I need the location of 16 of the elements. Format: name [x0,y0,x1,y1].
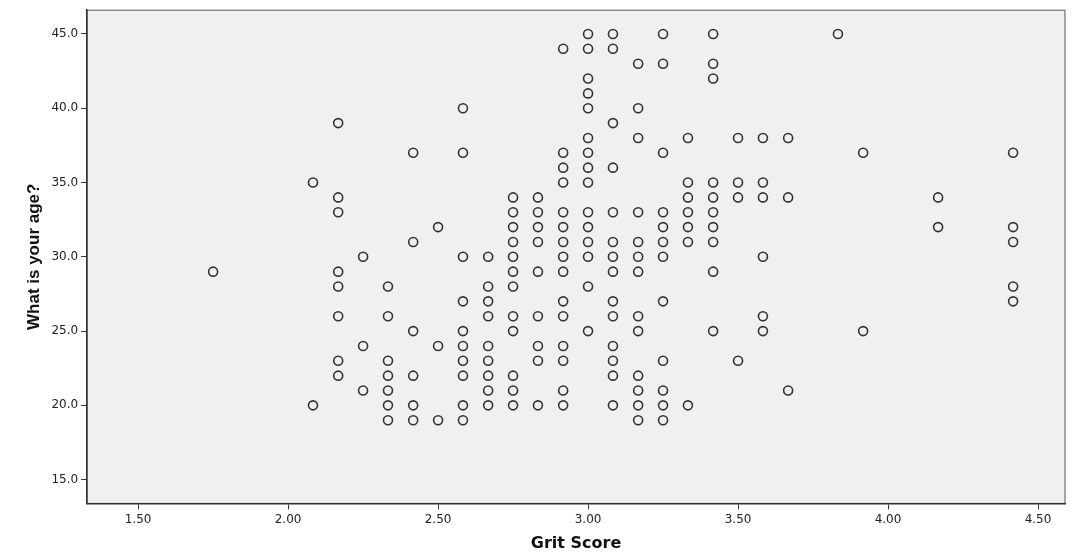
x-axis-title: Grit Score [530,532,622,552]
y-tick-label: 30.0 [51,248,79,263]
y-tick-label: 35.0 [51,174,79,189]
y-axis-title: What is your age? [23,183,43,331]
x-tick-label: 4.00 [874,511,902,526]
x-tick-label: 3.50 [724,511,752,526]
y-tick-label: 40.0 [51,100,79,115]
x-tick-label: 1.50 [124,511,152,526]
x-tick-label: 2.00 [274,511,302,526]
y-tick-label: 15.0 [51,471,79,486]
y-tick-label: 20.0 [51,397,79,412]
y-tick-label: 45.0 [51,26,79,41]
y-tick-label: 25.0 [51,323,79,338]
x-tick-label: 3.00 [574,511,602,526]
x-tick-label: 4.50 [1024,511,1052,526]
x-tick-label: 2.50 [424,511,452,526]
